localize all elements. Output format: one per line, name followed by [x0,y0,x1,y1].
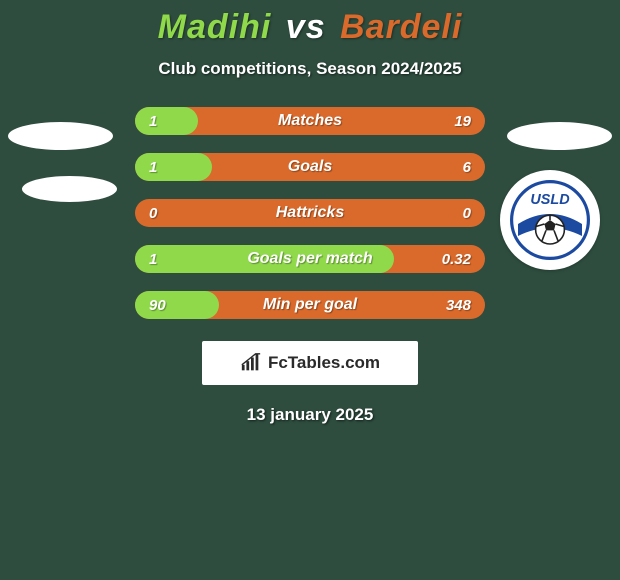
stat-value-left: 0 [135,205,195,222]
branding-badge: FcTables.com [202,341,418,385]
title: Madihi vs Bardeli [0,0,620,47]
stat-label: Min per goal [195,296,425,314]
stat-value-right: 19 [425,113,485,130]
stat-label: Matches [195,112,425,130]
player2-photo-placeholder [507,122,612,150]
player1-club-placeholder [22,176,117,202]
player1-photo-placeholder [8,122,113,150]
soccer-ball-icon [536,215,565,244]
subtitle: Club competitions, Season 2024/2025 [0,59,620,79]
stat-row: 1Goals6 [135,153,485,181]
club-badge-icon: USLD [510,180,590,260]
bar-chart-icon [240,352,262,374]
branding-text: FcTables.com [268,353,380,373]
stat-label: Goals [195,158,425,176]
stat-row: 0Hattricks0 [135,199,485,227]
stat-value-left: 1 [135,159,195,176]
stat-value-right: 0 [425,205,485,222]
stat-row: 1Matches19 [135,107,485,135]
stat-value-right: 0.32 [425,251,485,268]
comparison-card: Madihi vs Bardeli Club competitions, Sea… [0,0,620,580]
player2-club-badge: USLD [500,170,600,270]
stat-row: 90Min per goal348 [135,291,485,319]
date-text: 13 january 2025 [0,405,620,425]
vs-text: vs [286,8,326,46]
stat-value-left: 1 [135,251,195,268]
stat-value-right: 6 [425,159,485,176]
stat-value-left: 1 [135,113,195,130]
stat-row: 1Goals per match0.32 [135,245,485,273]
stat-label: Hattricks [195,204,425,222]
stat-bars: 1Matches191Goals60Hattricks01Goals per m… [135,107,485,319]
stat-value-right: 348 [425,297,485,314]
stat-label: Goals per match [195,250,425,268]
club-badge-text: USLD [530,192,569,208]
player1-name: Madihi [158,8,272,46]
stat-value-left: 90 [135,297,195,314]
player2-name: Bardeli [340,8,462,46]
